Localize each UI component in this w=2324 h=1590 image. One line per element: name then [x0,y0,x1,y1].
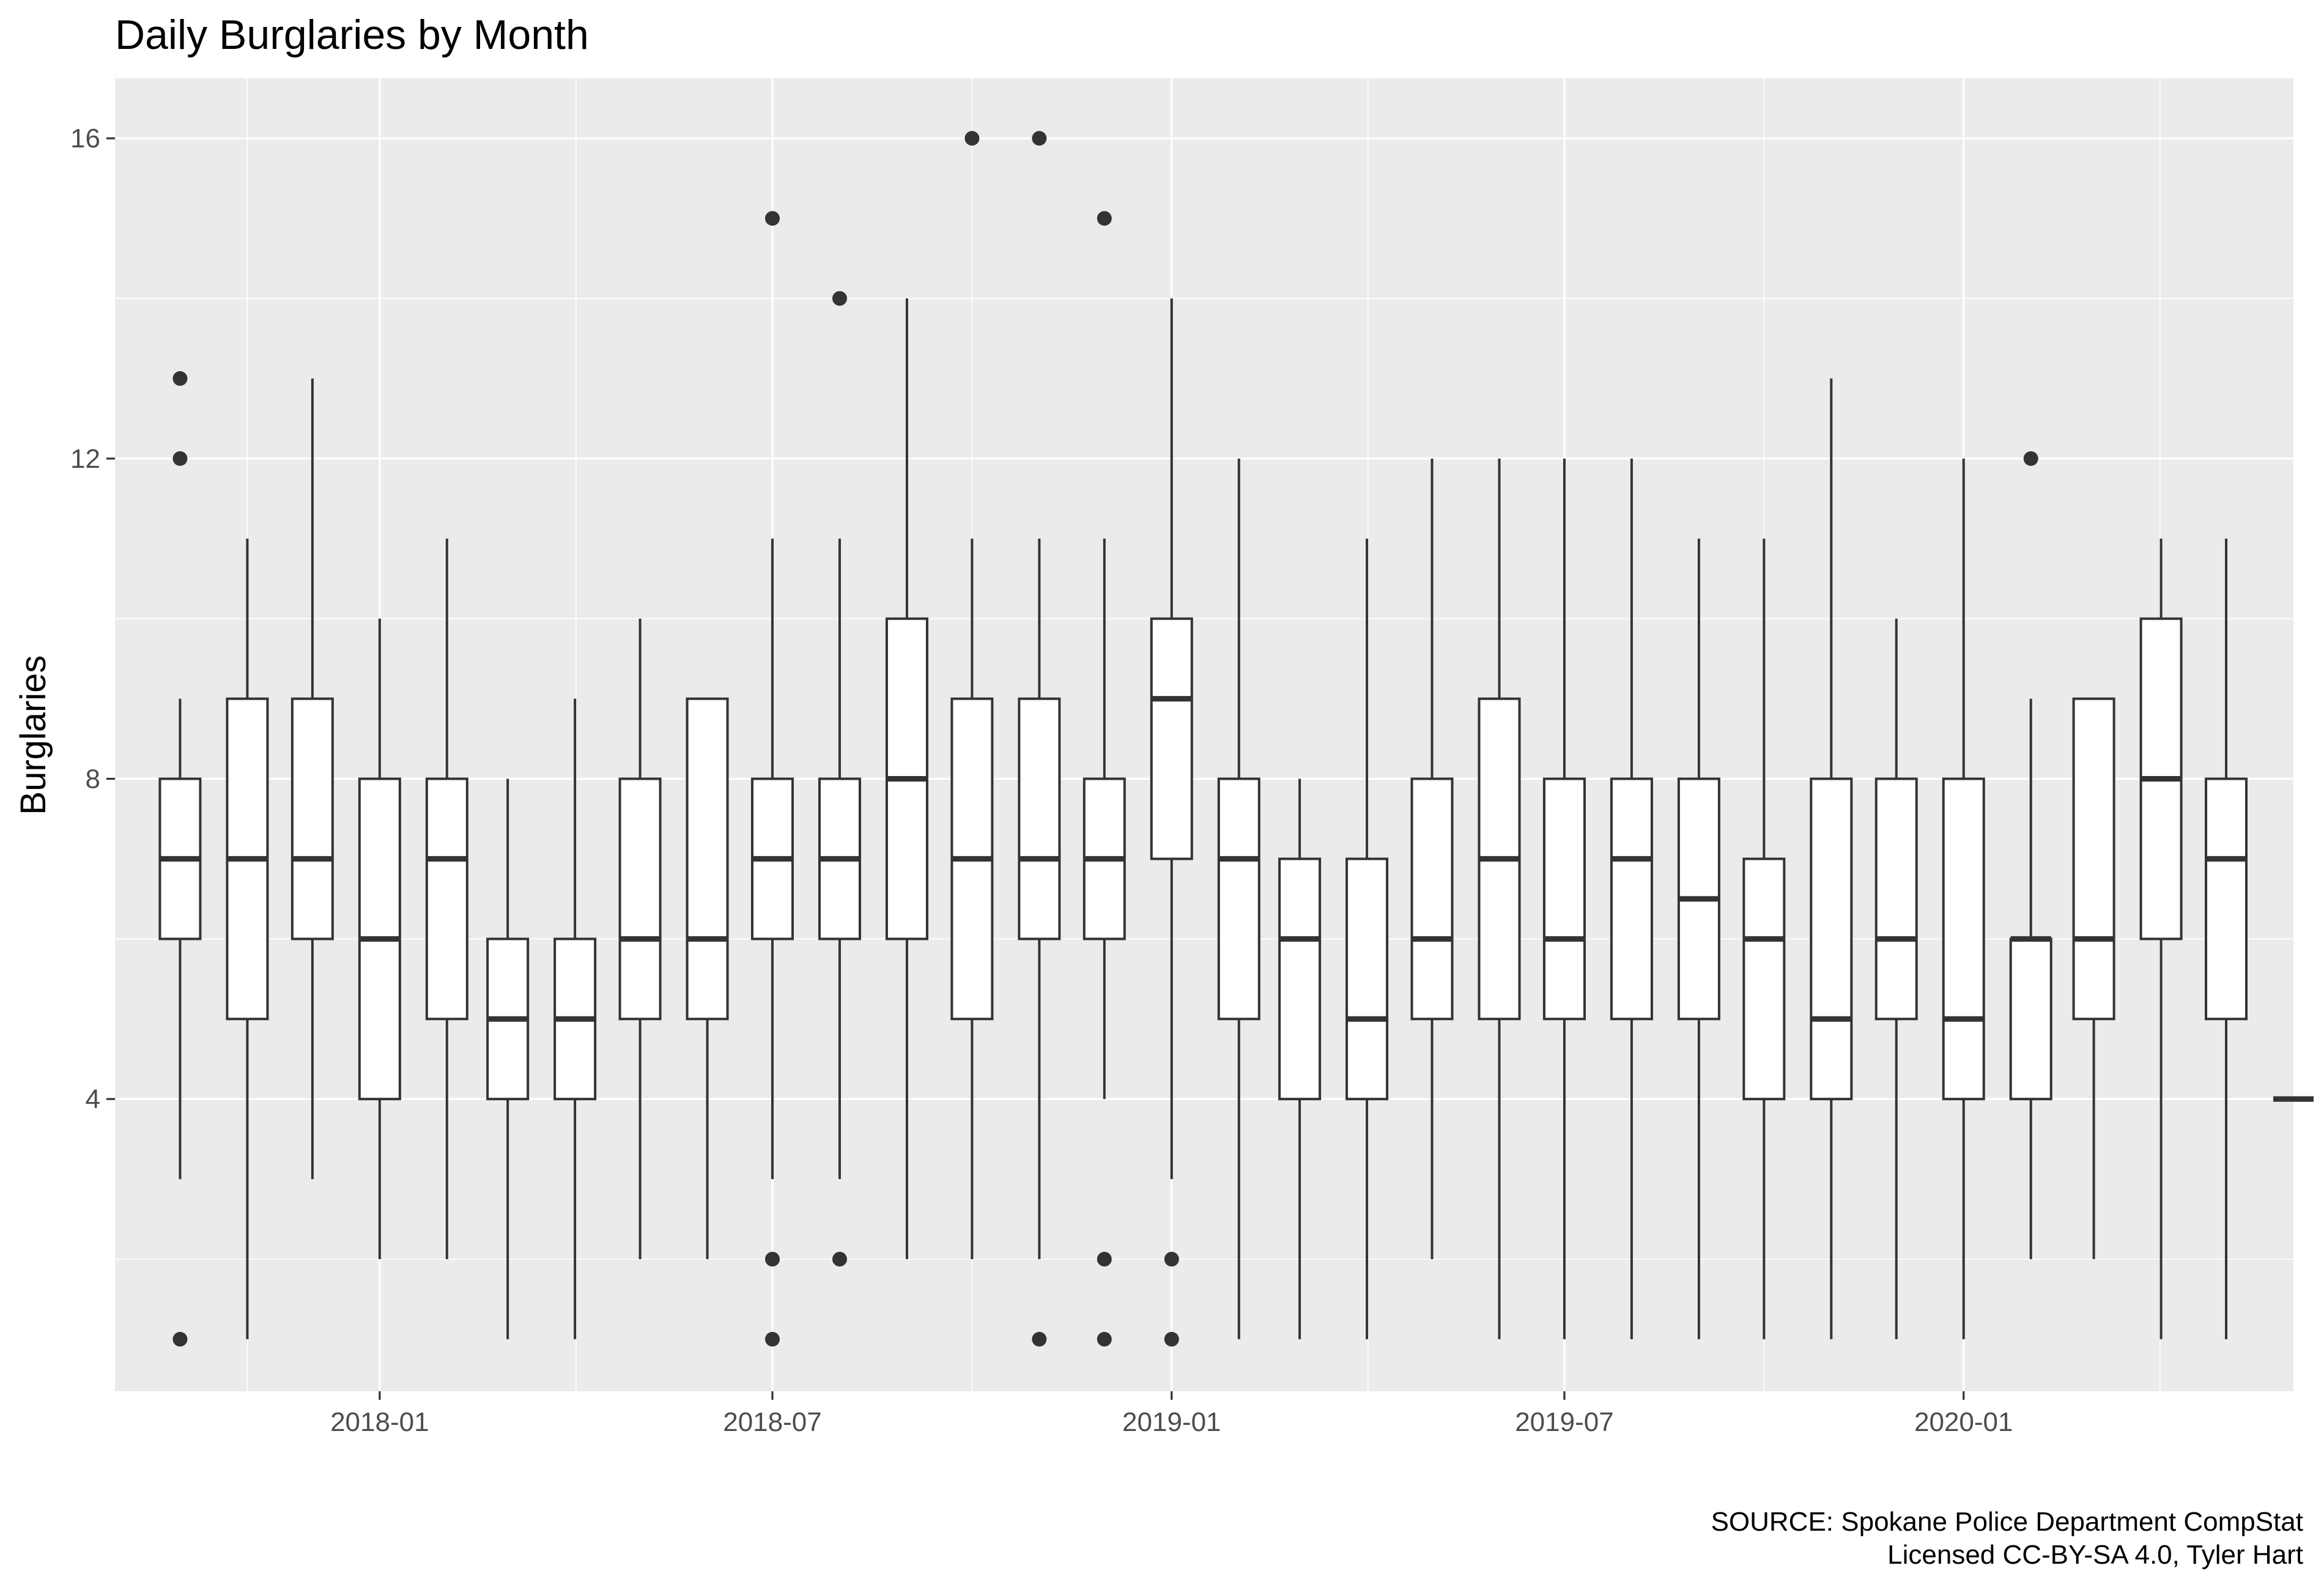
box-2020-02 [2009,451,2052,1259]
box-body [1150,617,1193,860]
box-2018-08 [818,291,861,1266]
outlier-point [1097,211,1112,226]
box-2017-12 [290,378,334,1180]
box-body [1942,777,1985,1101]
box-2019-01 [1150,298,1193,1347]
y-tick-label: 4 [86,1084,100,1114]
box-2019-04 [1345,538,1389,1339]
box-2019-10 [1742,538,1786,1339]
outlier-point [1097,1331,1112,1347]
box-body [1874,777,1918,1021]
box-body [1742,857,1786,1101]
box-body [2009,937,2052,1101]
box-2019-02 [1217,458,1260,1339]
caption-line-2: Licensed CC-BY-SA 4.0, Tyler Hart [1887,1540,2303,1570]
chart-title: Daily Burglaries by Month [115,12,589,58]
outlier-point [172,451,188,466]
box-2018-01 [358,618,401,1259]
outlier-point [964,131,980,146]
box-2018-07 [750,211,794,1347]
box-2018-10 [950,131,994,1259]
box-2019-08 [1610,458,1653,1339]
x-tick-label: 2019-07 [1515,1407,1613,1437]
box-body [1018,697,1061,941]
box-2020-05 [2205,538,2248,1339]
x-tick-label: 2018-07 [723,1407,821,1437]
box-2019-06 [1478,458,1521,1339]
box-2018-04 [553,698,597,1339]
outlier-point [1097,1251,1112,1266]
box-body [1217,777,1260,1021]
x-tick-label: 2018-01 [330,1407,429,1437]
box-2017-11 [226,538,269,1339]
box-body [290,697,334,941]
x-tick-label: 2020-01 [1914,1407,2013,1437]
box-2017-10 [158,371,202,1347]
outlier-point [832,1251,847,1266]
box-body [1345,857,1389,1101]
box-body [1810,777,1853,1101]
box-2020-01 [1942,458,1985,1339]
outlier-point [764,1331,780,1347]
box-2018-02 [425,538,468,1259]
y-tick-label: 16 [70,124,100,153]
y-tick-label: 12 [70,444,100,474]
box-2018-06 [686,697,729,1259]
box-body [1410,777,1454,1021]
outlier-point [1032,1331,1047,1347]
outlier-point [764,1251,780,1266]
y-axis-label: Burglaries [13,655,53,815]
x-tick-label: 2019-01 [1122,1407,1221,1437]
box-2018-12 [1082,211,1126,1347]
outlier-point [172,371,188,386]
box-body [2205,777,2248,1021]
boxes-layer [158,131,2314,1347]
outlier-point [1164,1331,1179,1347]
box-body [1542,777,1586,1021]
box-2018-09 [885,298,928,1259]
box-body [618,777,662,1021]
axes-layer: 4 8 12 16 2018-01 2018-07 2019-01 2019-07 2020-0… [70,124,2013,1437]
box-2018-11 [1018,131,1061,1347]
box-body [1278,857,1322,1101]
box-2019-12 [1874,618,1918,1339]
box-2019-03 [1278,778,1322,1339]
box-body [1610,777,1653,1021]
plot-panel [115,78,2293,1391]
outlier-point [2023,451,2038,466]
box-2018-03 [486,778,530,1339]
outlier-point [1164,1251,1179,1266]
outlier-point [172,1331,188,1347]
box-body [425,777,468,1021]
outlier-point [1032,131,1047,146]
box-2019-05 [1410,458,1454,1259]
box-2020-04 [2139,538,2183,1339]
outlier-point [764,211,780,226]
outlier-point [832,291,847,306]
caption-line-1: SOURCE: Spokane Police Department CompSt… [1711,1507,2303,1537]
box-body [2072,697,2115,1021]
box-2019-09 [1677,538,1720,1339]
box-2018-05 [618,618,662,1259]
y-tick-label: 8 [86,764,100,794]
box-2019-07 [1542,458,1586,1339]
box-body [686,697,729,1021]
box-2020-03 [2072,697,2115,1259]
box-2019-11 [1810,378,1853,1339]
